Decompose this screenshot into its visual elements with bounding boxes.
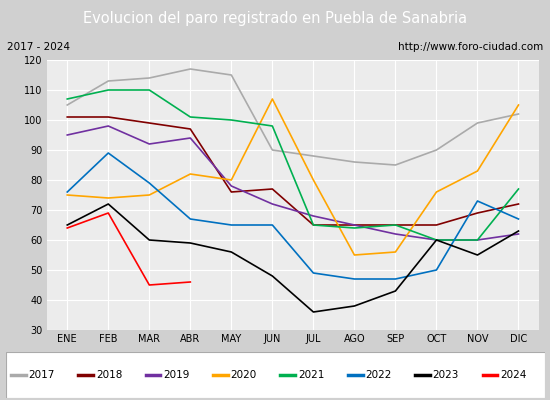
Text: 2020: 2020 [230, 370, 257, 380]
Text: Evolucion del paro registrado en Puebla de Sanabria: Evolucion del paro registrado en Puebla … [83, 10, 467, 26]
Text: 2019: 2019 [163, 370, 190, 380]
Text: 2017: 2017 [29, 370, 55, 380]
Text: 2022: 2022 [365, 370, 392, 380]
Text: 2017 - 2024: 2017 - 2024 [7, 42, 70, 52]
Text: 2021: 2021 [298, 370, 324, 380]
Text: 2023: 2023 [433, 370, 459, 380]
Text: http://www.foro-ciudad.com: http://www.foro-ciudad.com [398, 42, 543, 52]
Text: 2018: 2018 [96, 370, 122, 380]
Text: 2024: 2024 [500, 370, 526, 380]
FancyBboxPatch shape [6, 352, 544, 398]
